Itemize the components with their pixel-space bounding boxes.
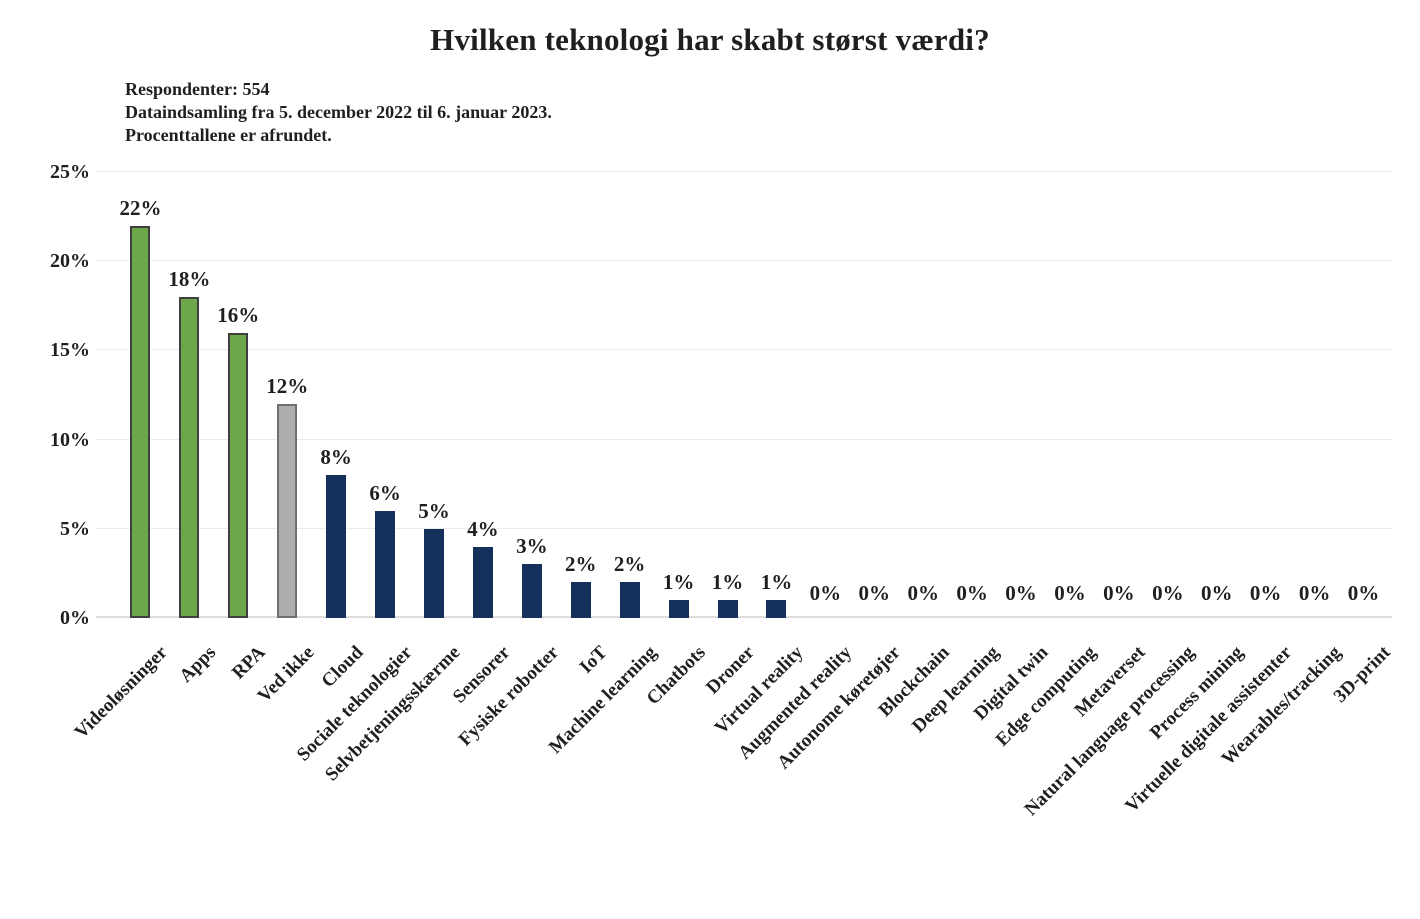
value-label: 22% — [119, 195, 162, 220]
bar-slot: 0% Edge computing — [992, 172, 1101, 751]
bar — [570, 582, 591, 618]
bars-container: 22% Videoløsninger 18% Apps 16% RPA 12% Ved ikk… — [70, 172, 1394, 821]
bar — [277, 403, 298, 618]
bar — [179, 296, 200, 618]
bar-slot: 0% 3D-print — [1329, 172, 1394, 707]
y-axis-tick-label: 5% — [60, 517, 90, 540]
bar-slot: 1% Droner — [702, 172, 758, 698]
bar — [130, 225, 151, 618]
gridline — [96, 527, 1392, 529]
value-label: 1% — [760, 570, 793, 595]
value-label: 5% — [418, 498, 450, 523]
category-label: IoT — [575, 642, 612, 678]
value-label: 4% — [467, 516, 499, 541]
category-label: Videoløsninger — [70, 642, 172, 743]
bar-slot: 18% Apps — [165, 172, 220, 687]
value-label: 0% — [1152, 581, 1184, 605]
value-label: 12% — [266, 373, 309, 398]
bar-slot: 5% Selvbetjeningsskærme — [322, 172, 465, 785]
value-label: 3% — [516, 534, 548, 559]
bar-slot: 3% Fysiske robotter — [454, 172, 562, 750]
bar-slot: 2% Machine learning — [545, 172, 661, 758]
bar — [766, 600, 787, 618]
bar-slot: 0% Virtuelle digitale assistenter — [1122, 172, 1297, 817]
y-axis-tick-label: 15% — [50, 339, 90, 362]
bar — [228, 332, 249, 618]
bar-slot: 16% RPA — [214, 172, 269, 684]
category-label: Apps — [175, 642, 221, 687]
bar-slot: 8% Cloud — [312, 172, 367, 692]
value-label: 0% — [1103, 581, 1135, 605]
subtitle-line-respondents: Respondenter: 554 — [125, 79, 270, 99]
y-axis: 0% 5% 10% 15% 20% 25% — [28, 161, 90, 629]
bar-slot: 0% Process mining — [1146, 172, 1248, 744]
chart-title: Hvilken teknologi har skabt størst værdi… — [430, 22, 990, 57]
bar-slot: 0% Autonome køretøjer — [774, 172, 905, 773]
category-label: RPA — [227, 642, 270, 684]
value-label: 0% — [809, 581, 842, 605]
gridline — [96, 349, 1392, 351]
value-label: 0% — [858, 581, 891, 605]
bar — [521, 564, 542, 618]
bar-slot: 12% Ved ikke — [253, 172, 318, 707]
bar — [423, 528, 444, 618]
value-label: 0% — [1249, 581, 1282, 605]
bar-slot: 0% Blockchain — [875, 172, 954, 721]
gridline — [96, 260, 1392, 262]
gridline — [96, 438, 1392, 440]
bar-slot: 4% Sensorer — [448, 172, 513, 708]
value-label: 8% — [320, 445, 352, 470]
bar-slot: 1% Virtual reality — [711, 172, 808, 738]
value-label: 0% — [1298, 581, 1331, 605]
y-axis-tick-label: 0% — [60, 607, 90, 629]
value-label: 1% — [662, 570, 695, 595]
bar — [668, 600, 689, 618]
gridline — [96, 616, 1392, 618]
bar-slot: 0% Natural language processing — [1021, 172, 1199, 820]
plot-area: 22% Videoløsninger 18% Apps 16% RPA 12% Ved ikk… — [70, 171, 1394, 821]
bar-slot: 2% IoT — [556, 172, 612, 677]
value-label: 0% — [1005, 581, 1037, 605]
subtitle-line-rounding-note: Procenttallene er afrundet. — [125, 125, 332, 145]
y-axis-tick-label: 25% — [50, 161, 90, 183]
bar-slot: 0% Augmented reality — [735, 172, 857, 764]
bar-slot: 0% Digital twin — [970, 172, 1052, 724]
value-label: 1% — [711, 570, 744, 595]
bar-slot: 6% Sociale teknologier — [292, 172, 415, 765]
bar — [375, 510, 396, 618]
bar — [619, 582, 640, 618]
bar-slot: 0% Wearables/tracking — [1218, 172, 1346, 770]
bar-slot: 22% Videoløsninger — [70, 172, 171, 743]
bar-slot: 0% Metaverset — [1071, 172, 1150, 721]
gridline — [96, 171, 1392, 172]
value-label: 0% — [956, 581, 988, 605]
value-label: 18% — [168, 266, 211, 291]
value-label: 0% — [1054, 581, 1086, 605]
bar-slot: 0% Deep learning — [908, 172, 1003, 737]
value-label: 0% — [907, 581, 939, 605]
y-axis-tick-label: 20% — [50, 250, 90, 273]
subtitle-line-collection-period: Dataindsamling fra 5. december 2022 til … — [125, 102, 552, 122]
bar — [326, 475, 347, 618]
value-label: 0% — [1200, 581, 1233, 605]
bar-slot: 1% Chatbots — [642, 172, 709, 709]
value-label: 16% — [217, 302, 260, 327]
value-label: 2% — [613, 552, 646, 577]
value-label: 6% — [369, 480, 401, 505]
chart-subtitle: Respondenter: 554 Dataindsamling fra 5. … — [125, 78, 552, 147]
bar — [472, 546, 493, 618]
value-label: 0% — [1347, 581, 1380, 605]
y-axis-tick-label: 10% — [50, 428, 90, 451]
value-label: 2% — [565, 552, 597, 577]
bar — [717, 600, 738, 618]
